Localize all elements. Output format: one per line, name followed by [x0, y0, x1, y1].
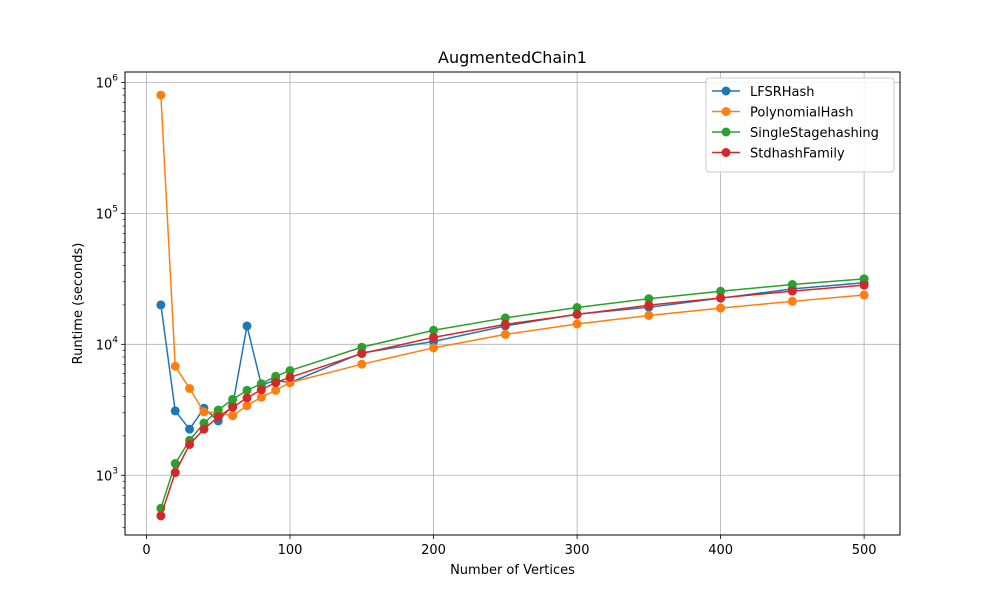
x-tick-label: 0 — [142, 543, 150, 558]
data-point — [242, 385, 252, 395]
data-point — [644, 300, 654, 310]
data-point — [572, 319, 582, 329]
data-point — [228, 402, 238, 412]
data-point — [859, 290, 869, 300]
data-point — [242, 321, 252, 331]
data-point — [429, 332, 439, 342]
data-point — [644, 294, 654, 304]
legend-label: StdhashFamily — [750, 147, 845, 162]
data-point — [787, 296, 797, 306]
data-point — [228, 411, 238, 421]
data-point — [185, 439, 195, 449]
data-point — [256, 392, 266, 402]
data-point — [859, 280, 869, 290]
data-point — [500, 329, 510, 339]
data-point — [256, 385, 266, 395]
data-point — [271, 378, 281, 388]
data-point — [572, 303, 582, 313]
data-point — [242, 393, 252, 403]
data-point — [859, 274, 869, 284]
y-tick-label: 103 — [96, 466, 118, 484]
x-tick-label: 500 — [852, 543, 877, 558]
data-point — [213, 412, 223, 422]
legend-label: LFSRHash — [750, 85, 815, 100]
x-tick-label: 100 — [278, 543, 303, 558]
x-tick-label: 300 — [565, 543, 590, 558]
data-point — [716, 293, 726, 303]
x-tick-label: 200 — [421, 543, 446, 558]
data-point — [285, 372, 295, 382]
data-point — [357, 342, 367, 352]
x-axis-label: Number of Vertices — [450, 563, 575, 578]
data-point — [170, 406, 180, 416]
ticks: 0 100 200 300 400 500 103 104 105 106 — [96, 73, 877, 558]
data-point — [156, 300, 166, 310]
legend-marker — [721, 127, 731, 137]
legend-marker — [721, 148, 731, 157]
y-tick-label: 104 — [96, 335, 119, 353]
legend-box — [705, 77, 895, 173]
legend-label: SingleStagehashing — [750, 126, 879, 141]
data-point — [199, 407, 209, 417]
data-point — [271, 371, 281, 381]
data-point — [170, 468, 180, 478]
plot-frame — [124, 71, 901, 536]
data-point — [213, 405, 223, 415]
chart-title: AugmentedChain1 — [438, 48, 587, 67]
data-point — [285, 366, 295, 376]
legend-marker — [721, 107, 731, 116]
series-line — [160, 95, 865, 417]
data-point — [357, 359, 367, 369]
data-point — [716, 286, 726, 296]
data-point — [185, 383, 195, 393]
data-point — [170, 459, 180, 469]
data-point — [156, 90, 166, 100]
data-point — [429, 343, 439, 353]
data-point — [185, 424, 195, 434]
data-point — [156, 511, 166, 521]
data-point — [271, 385, 281, 395]
data-point — [787, 280, 797, 290]
data-point — [170, 361, 180, 371]
data-point — [500, 313, 510, 323]
data-point — [500, 319, 510, 329]
data-point — [228, 394, 238, 404]
y-tick-label: 105 — [96, 204, 118, 222]
x-tick-label: 400 — [708, 543, 733, 558]
data-point — [199, 424, 209, 434]
series-layer — [156, 90, 869, 521]
data-point — [644, 310, 654, 320]
y-axis-label: Runtime (seconds) — [71, 243, 86, 365]
y-tick-label: 106 — [96, 73, 119, 91]
data-point — [242, 401, 252, 411]
legend: LFSRHash PolynomialHash SingleStagehashing… — [705, 77, 895, 173]
data-point — [787, 286, 797, 296]
data-point — [572, 309, 582, 319]
legend-marker — [721, 86, 731, 96]
data-point — [716, 303, 726, 313]
data-point — [357, 349, 367, 359]
data-point — [429, 325, 439, 335]
legend-label: PolynomialHash — [750, 106, 853, 121]
